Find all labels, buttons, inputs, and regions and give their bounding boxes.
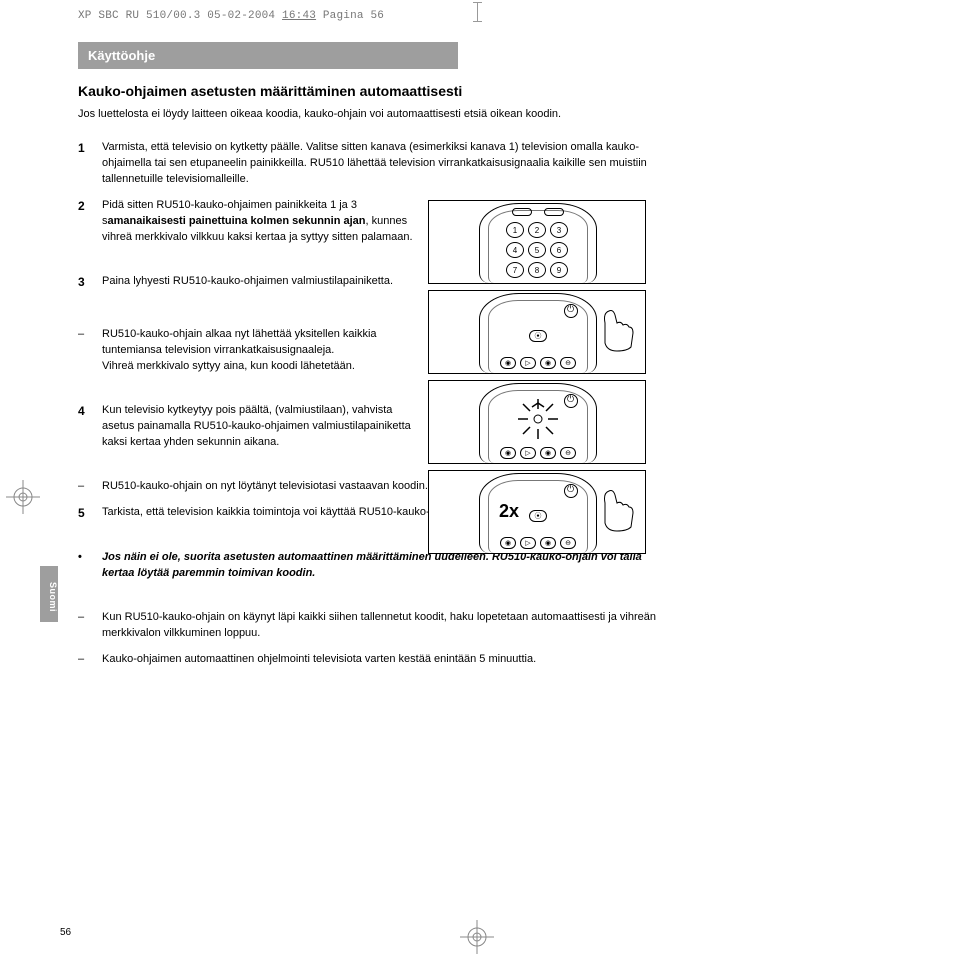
row-buttons: ◉▷◉⊖ [500, 537, 576, 549]
step-text: Varmista, että televisio on kytketty pää… [102, 140, 668, 188]
page-content: Käyttöohje Kauko-ohjaimen asetusten määr… [78, 42, 668, 678]
row-buttons: ◉▷◉⊖ [500, 357, 576, 369]
registration-mark-bottom [460, 920, 494, 954]
hand-icon [597, 483, 641, 533]
dash-marker: – [78, 652, 102, 668]
burst-icon [516, 397, 560, 441]
step-text: Kun RU510-kauko-ohjain on käynyt läpi ka… [102, 610, 668, 642]
step-number: 3 [78, 274, 102, 291]
diagram-keypad: 1 2 3 4 5 6 7 8 9 [428, 200, 646, 284]
step-text: Kun televisio kytkeytyy pois päältä, (va… [102, 403, 424, 451]
key-8: 8 [528, 262, 546, 278]
remote-outline: ◉▷◉⊖ [479, 383, 597, 463]
step-number: 4 [78, 403, 102, 451]
steps-list: 1 Varmista, että televisio on kytketty p… [78, 140, 668, 668]
row-buttons: ◉▷◉⊖ [500, 447, 576, 459]
crop-mark-top [477, 2, 478, 22]
diagram-press-2x: ⦿ ◉▷◉⊖ 2x [428, 470, 646, 554]
intro-text: Jos luettelosta ei löydy laitteen oikeaa… [78, 107, 668, 123]
key-1: 1 [506, 222, 524, 238]
remote-outline: 1 2 3 4 5 6 7 8 9 [479, 203, 597, 283]
mode-button: ⦿ [529, 510, 547, 522]
diagram-signal-burst: ◉▷◉⊖ [428, 380, 646, 464]
step-text: Kauko-ohjaimen automaattinen ohjelmointi… [102, 652, 668, 668]
key-5: 5 [528, 242, 546, 258]
mode-button: ⦿ [529, 330, 547, 342]
key-4: 4 [506, 242, 524, 258]
registration-mark-left [6, 480, 40, 514]
header-time: 16:43 [282, 10, 316, 22]
dash-marker: – [78, 610, 102, 642]
diagram-press-power: ⦿ ◉▷◉⊖ [428, 290, 646, 374]
header-post: Pagina 56 [316, 10, 384, 22]
hand-icon [597, 303, 641, 353]
language-tab: Suomi [40, 566, 58, 622]
print-header: XP SBC RU 510/00.3 05-02-2004 16:43 Pagi… [78, 10, 384, 22]
dash-note-2: – Kauko-ohjaimen automaattinen ohjelmoin… [78, 652, 668, 668]
step-number: 2 [78, 198, 102, 246]
step-number: 5 [78, 505, 102, 522]
step-1: 1 Varmista, että televisio on kytketty p… [78, 140, 668, 188]
key-7: 7 [506, 262, 524, 278]
dash-marker: – [78, 479, 102, 495]
step-text: Paina lyhyesti RU510-kauko-ohjaimen valm… [102, 274, 424, 291]
page-number: 56 [60, 927, 71, 938]
section-heading: Käyttöohje [78, 42, 458, 69]
key-3: 3 [550, 222, 568, 238]
dash-note-1: – Kun RU510-kauko-ohjain on käynyt läpi … [78, 610, 668, 642]
key-6: 6 [550, 242, 568, 258]
dash-marker: – [78, 327, 102, 375]
remote-outline: ⦿ ◉▷◉⊖ [479, 473, 597, 553]
step-text: Pidä sitten RU510-kauko-ohjaimen painikk… [102, 198, 424, 246]
step-number: 1 [78, 140, 102, 188]
header-pre: XP SBC RU 510/00.3 05-02-2004 [78, 10, 282, 22]
keypad: 1 2 3 4 5 6 7 8 9 [506, 222, 570, 280]
step-text: RU510-kauko-ohjain alkaa nyt lähettää yk… [102, 327, 424, 375]
label-2x: 2x [499, 501, 519, 522]
key-9: 9 [550, 262, 568, 278]
diagram-column: 1 2 3 4 5 6 7 8 9 ⦿ [428, 200, 648, 560]
key-2: 2 [528, 222, 546, 238]
page-title: Kauko-ohjaimen asetusten määrittäminen a… [78, 83, 668, 101]
bullet-marker: • [78, 550, 102, 582]
remote-outline: ⦿ ◉▷◉⊖ [479, 293, 597, 373]
